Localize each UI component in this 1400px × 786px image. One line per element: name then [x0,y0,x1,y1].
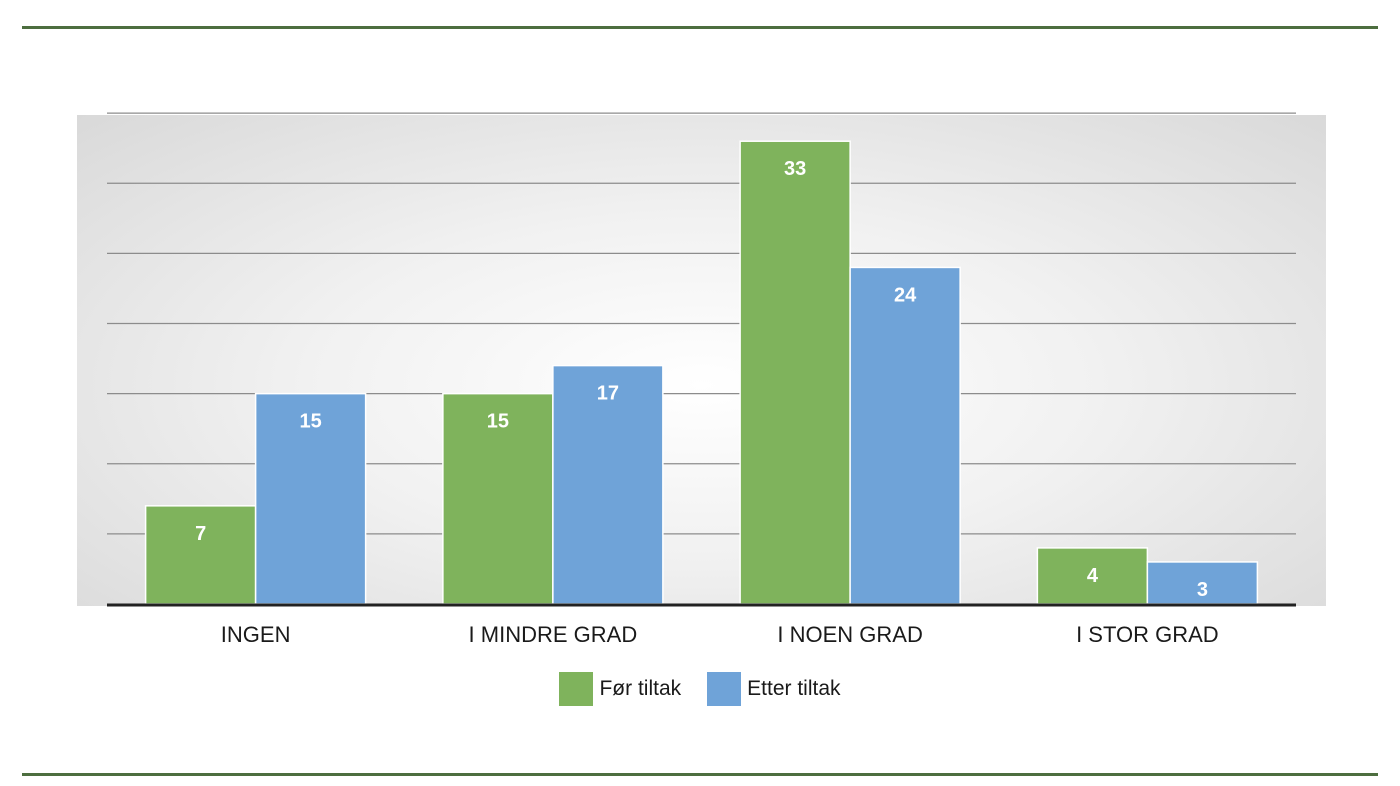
legend: Før tiltak Etter tiltak [0,672,1400,706]
bar-3-0 [1036,547,1149,605]
bar-0-0 [144,505,257,605]
data-label-1-0: 15 [487,411,509,433]
bottom-rule [22,773,1378,776]
bar-1-1 [552,364,664,605]
category-label-2: I NOEN GRAD [777,622,922,647]
legend-label-series-1: Etter tiltak [747,677,841,700]
data-label-3-0: 4 [1087,565,1099,587]
bar-2-0 [739,140,851,605]
legend-label-series-0: Før tiltak [599,677,682,700]
legend-swatch-series-1 [707,672,742,706]
data-label-0-0: 7 [195,523,206,545]
category-label-1: I MINDRE GRAD [469,622,638,647]
bar-3-1 [1146,561,1259,605]
top-rule [22,26,1378,29]
legend-item-series-0: Før tiltak [559,672,681,706]
data-label-0-1: 15 [300,411,322,433]
data-label-2-0: 33 [784,158,806,180]
bar-2-1 [849,266,961,605]
data-label-1-1: 17 [597,383,619,405]
category-label-0: INGEN [221,622,291,647]
legend-item-series-1: Etter tiltak [707,672,841,706]
data-label-3-1: 3 [1197,579,1208,601]
legend-swatch-series-0 [559,672,594,706]
category-label-3: I STOR GRAD [1076,622,1219,647]
data-label-2-1: 24 [894,284,917,306]
bar-0-1 [254,392,367,605]
